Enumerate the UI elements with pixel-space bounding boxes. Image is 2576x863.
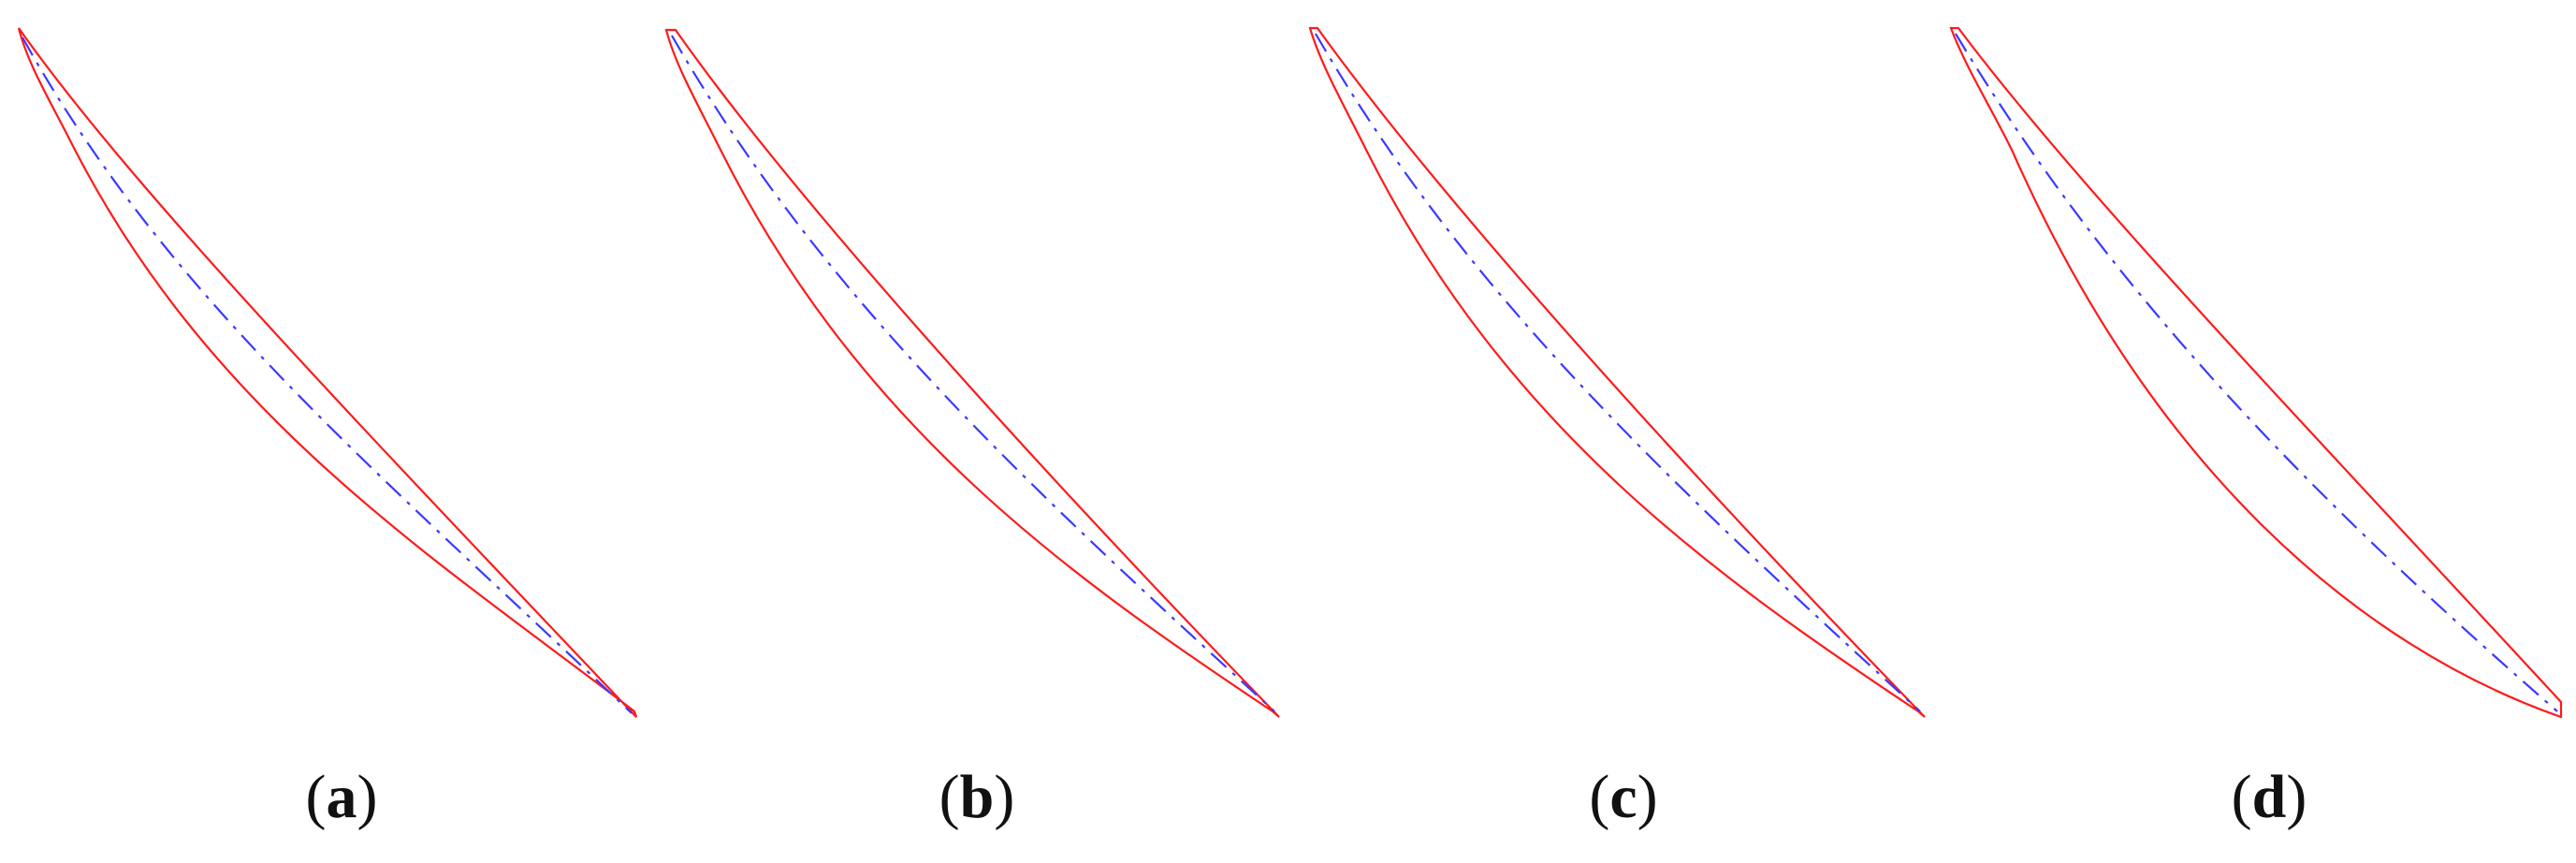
- panel-label-c: (c): [1589, 763, 1658, 831]
- panel-label-a-letter: a: [326, 763, 357, 831]
- blade-camber-line-b: [671, 35, 1275, 712]
- panel-label-b-letter: b: [959, 763, 995, 831]
- panel-a: [17, 27, 638, 718]
- blade-profile-outline-c: [1308, 26, 1926, 718]
- blade-camber-line-d: [1955, 33, 2558, 712]
- blade-camber-line-c: [1315, 33, 1921, 712]
- panel-label-b: (b): [939, 763, 1015, 831]
- blade-profile-outline-d: [1949, 26, 2563, 719]
- panel-b: [664, 28, 1280, 718]
- panel-c: [1308, 26, 1926, 718]
- panel-label-a: (a): [305, 763, 378, 831]
- panel-label-d: (d): [2231, 763, 2307, 831]
- blade-camber-line-a: [22, 37, 633, 714]
- blade-profile-outline-b: [664, 28, 1280, 718]
- blade-profile-outline-a: [17, 27, 638, 718]
- panel-d: [1949, 26, 2563, 719]
- panel-label-d-letter: d: [2251, 763, 2287, 831]
- panel-label-c-letter: c: [1609, 763, 1637, 831]
